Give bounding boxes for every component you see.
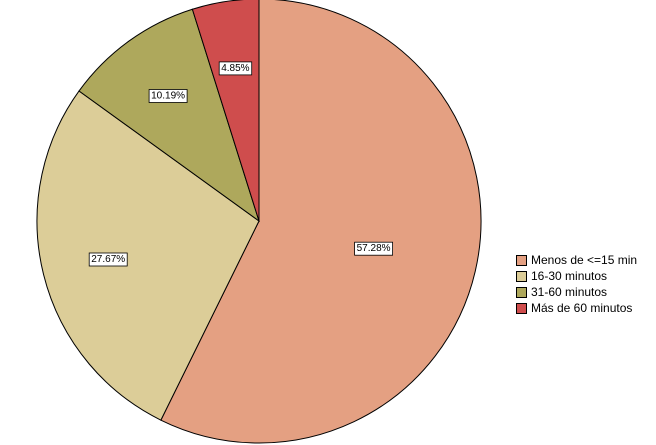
legend-item-0: Menos de <=15 min bbox=[516, 252, 637, 268]
pie-slice-0 bbox=[160, 0, 482, 444]
data-label-box-2 bbox=[148, 89, 188, 103]
legend-label-2: 31-60 minutos bbox=[531, 285, 608, 299]
pie-slice-1 bbox=[36, 90, 260, 421]
chart-legend: Menos de <=15 min 16-30 minutos 31-60 minu… bbox=[516, 252, 637, 316]
legend-swatch-1 bbox=[516, 270, 527, 282]
data-label-box-0 bbox=[354, 241, 394, 256]
data-label-2: 10.19% bbox=[151, 91, 185, 102]
pie-data-labels: 57.28% 27.67% 10.19% 4.85% bbox=[88, 61, 394, 267]
pie-slices bbox=[36, 0, 482, 444]
data-label-box-1 bbox=[88, 252, 128, 267]
data-label-1: 27.67% bbox=[91, 254, 125, 265]
pie-slice-3 bbox=[191, 0, 260, 222]
data-label-0: 57.28% bbox=[357, 243, 391, 254]
legend-swatch-0 bbox=[516, 254, 527, 266]
data-label-box-3 bbox=[218, 61, 253, 76]
legend-swatch-2 bbox=[516, 286, 527, 298]
legend-label-1: 16-30 minutos bbox=[531, 269, 608, 283]
legend-label-0: Menos de <=15 min bbox=[531, 253, 638, 267]
pie-slice-2 bbox=[78, 8, 260, 223]
legend-label-3: Más de 60 minutos bbox=[531, 301, 633, 315]
legend-item-1: 16-30 minutos bbox=[516, 268, 637, 284]
legend-item-3: Más de 60 minutos bbox=[516, 300, 637, 316]
legend-swatch-3 bbox=[516, 302, 527, 314]
data-label-3: 4.85% bbox=[221, 63, 249, 74]
legend-item-2: 31-60 minutos bbox=[516, 284, 637, 300]
